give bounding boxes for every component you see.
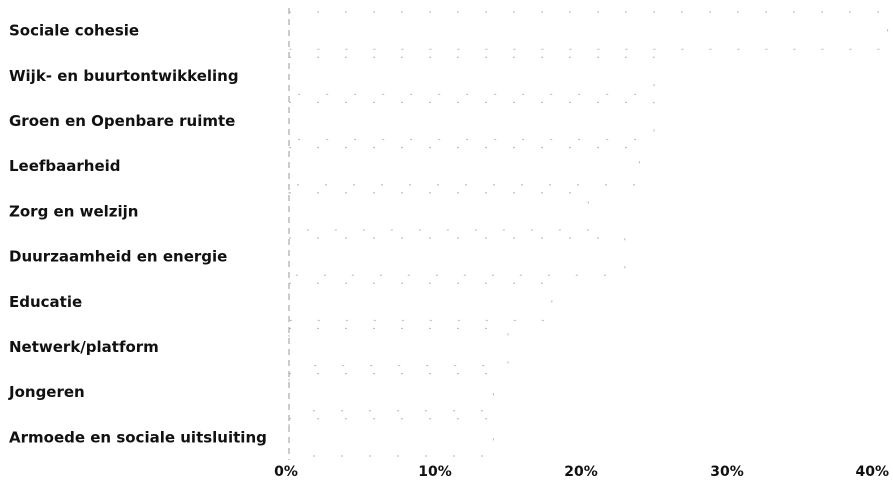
x-axis-tick-labels: 0% 10% 20% 30% 40% bbox=[274, 464, 889, 480]
category-label: Jongeren bbox=[8, 383, 85, 401]
x-tick-label: 10% bbox=[418, 464, 452, 480]
category-labels: Sociale cohesie Wijk- en buurtontwikkelin… bbox=[8, 22, 267, 447]
category-label: Sociale cohesie bbox=[9, 22, 139, 40]
category-label: Netwerk/platform bbox=[9, 338, 159, 356]
category-label: Wijk- en buurtontwikkeling bbox=[9, 67, 239, 85]
bar bbox=[288, 327, 509, 367]
x-tick-label: 30% bbox=[710, 464, 744, 480]
x-tick-label: 0% bbox=[274, 464, 298, 480]
category-label: Educatie bbox=[9, 293, 82, 311]
category-label: Duurzaamheid en energie bbox=[9, 248, 227, 266]
category-label: Leefbaarheid bbox=[9, 157, 121, 175]
x-tick-label: 20% bbox=[564, 464, 598, 480]
x-tick-label: 40% bbox=[855, 464, 889, 480]
bar bbox=[288, 56, 655, 95]
bar bbox=[288, 373, 494, 412]
bar bbox=[288, 418, 494, 457]
category-label: Groen en Openbare ruimte bbox=[9, 112, 235, 130]
bar bbox=[288, 147, 640, 186]
category-label: Zorg en welzijn bbox=[9, 202, 138, 220]
bar bbox=[288, 282, 553, 321]
category-label: Armoede en sociale uitsluiting bbox=[9, 428, 267, 446]
bar bbox=[288, 101, 655, 141]
bars bbox=[288, 11, 889, 457]
bar bbox=[288, 192, 589, 231]
bar bbox=[288, 11, 889, 50]
bar bbox=[288, 237, 626, 276]
